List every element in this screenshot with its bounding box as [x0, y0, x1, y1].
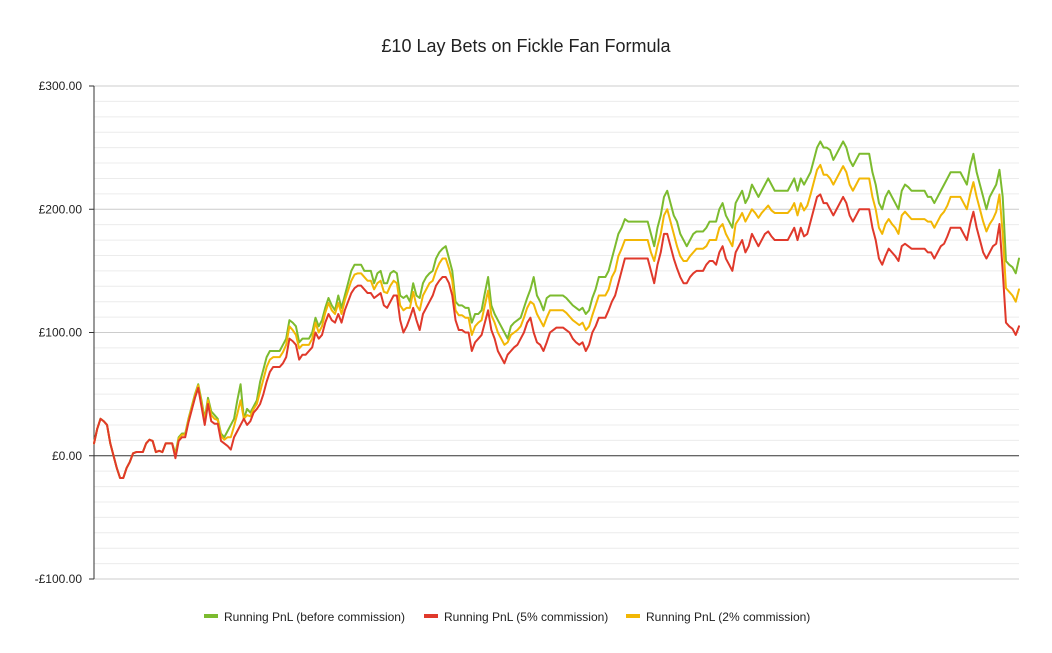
y-axis: -£100.00 £0.00 £100.00 £200.00 £300.00 — [35, 79, 95, 586]
series-line-2 — [93, 193, 1020, 479]
legend: Running PnL (before commission) Running P… — [204, 610, 810, 624]
series-line-3 — [93, 163, 1020, 479]
y-tick-label: £200.00 — [39, 202, 83, 216]
legend-label: Running PnL (2% commission) — [646, 610, 810, 624]
chart-title: £10 Lay Bets on Fickle Fan Formula — [381, 36, 671, 56]
legend-label: Running PnL (5% commission) — [444, 610, 608, 624]
legend-swatch — [204, 614, 218, 618]
legend-swatch — [626, 614, 640, 618]
y-tick-label: £0.00 — [52, 449, 82, 463]
y-tick-label: -£100.00 — [35, 572, 83, 586]
series-line-1 — [93, 140, 1020, 479]
legend-swatch — [424, 614, 438, 618]
y-tick-label: £300.00 — [39, 79, 83, 93]
major-gridlines — [94, 85, 1019, 580]
y-tick-label: £100.00 — [39, 326, 83, 340]
legend-label: Running PnL (before commission) — [224, 610, 405, 624]
series-layer — [93, 140, 1020, 479]
